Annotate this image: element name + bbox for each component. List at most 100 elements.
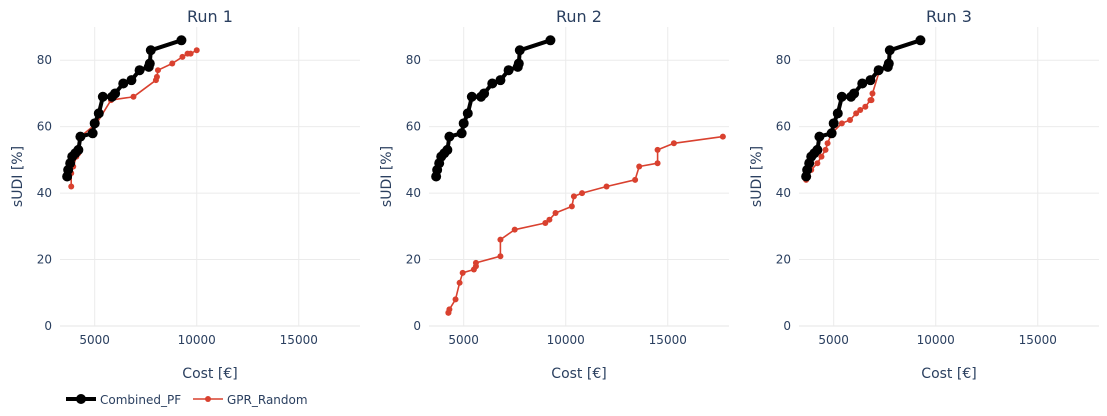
y-tick-label: 60 [37, 120, 52, 134]
x-axis-title: Cost [€] [182, 366, 237, 382]
combined-pf-point [545, 35, 556, 46]
combined-pf-point [176, 35, 187, 46]
gpr-random-point [472, 259, 479, 266]
gpr-random-point [497, 253, 504, 260]
gpr-random-point [654, 146, 661, 153]
gpr-random-point [824, 140, 831, 147]
gpr-random-point [579, 190, 586, 197]
x-tick-label: 5000 [79, 333, 110, 347]
y-axis-title: sUDI [%] [749, 146, 765, 207]
gpr-random-point [632, 176, 639, 183]
y-tick-label: 80 [37, 53, 52, 67]
combined-pf-point [883, 58, 894, 69]
combined-pf-point [110, 88, 121, 99]
combined-pf-point [442, 144, 453, 155]
y-axis-title: sUDI [%] [379, 146, 395, 207]
combined-pf-point [873, 65, 884, 76]
combined-pf-point [89, 118, 100, 129]
chart-title: Run 1 [187, 7, 233, 26]
combined-pf-point [487, 78, 498, 89]
combined-pf-point [87, 128, 98, 139]
gpr-random-point [497, 236, 504, 243]
gpr-random-point [552, 210, 559, 217]
gpr-random-line [70, 49, 198, 187]
gpr-random-point [187, 50, 194, 57]
combined-pf-point [832, 108, 843, 119]
combined-pf-point [513, 58, 524, 69]
gpr-random-point [818, 153, 825, 160]
y-tick-label: 60 [406, 120, 421, 134]
gpr-random-point [154, 67, 161, 74]
gpr-random-point [68, 183, 75, 190]
y-tick-label: 0 [413, 319, 421, 333]
x-tick-label: 10000 [178, 333, 216, 347]
combined-pf-point [126, 75, 137, 86]
y-tick-label: 40 [37, 186, 52, 200]
combined-pf-point [495, 75, 506, 86]
gpr-random-point [169, 60, 176, 67]
y-tick-label: 20 [776, 253, 791, 267]
y-tick-label: 0 [783, 319, 791, 333]
combined-pf-point [145, 45, 156, 56]
gpr-random-point [570, 193, 577, 200]
x-tick-label: 10000 [917, 333, 955, 347]
legend-marker-gpr-random [205, 396, 211, 402]
y-tick-label: 0 [44, 319, 52, 333]
combined-pf-point [503, 65, 514, 76]
gpr-random-point [511, 226, 518, 233]
combined-pf-point [814, 131, 825, 142]
combined-pf-point [75, 131, 86, 142]
combined-pf-line [65, 38, 183, 177]
gpr-random-point [857, 107, 864, 114]
combined-pf-point [134, 65, 145, 76]
y-tick-label: 20 [406, 253, 421, 267]
x-tick-label: 15000 [649, 333, 687, 347]
gpr-random-point [546, 216, 553, 223]
combined-pf-line [434, 38, 552, 177]
combined-pf-point [466, 91, 477, 102]
combined-pf-point [812, 144, 823, 155]
combined-pf-point [826, 128, 837, 139]
y-tick-label: 80 [776, 53, 791, 67]
gpr-random-point [862, 103, 869, 110]
gpr-random-point [193, 47, 200, 54]
gpr-random-point [636, 163, 643, 170]
y-tick-label: 60 [776, 120, 791, 134]
combined-pf-point [144, 58, 155, 69]
x-axis-title: Cost [€] [551, 366, 606, 382]
x-tick-label: 5000 [448, 333, 479, 347]
gpr-random-point [452, 296, 459, 303]
legend-marker-combined-pf [76, 394, 86, 404]
combined-pf-point [857, 78, 868, 89]
gpr-random-point [542, 220, 549, 227]
combined-pf-point [828, 118, 839, 129]
combined-pf-point [836, 91, 847, 102]
x-tick-label: 15000 [280, 333, 318, 347]
combined-pf-point [73, 144, 84, 155]
gpr-random-point [130, 93, 137, 100]
combined-pf-point [865, 75, 876, 86]
y-tick-label: 20 [37, 253, 52, 267]
gpr-random-point [838, 120, 845, 127]
legend-label-gpr-random: GPR_Random [227, 393, 308, 407]
combined-pf-point [93, 108, 104, 119]
combined-pf-point [444, 131, 455, 142]
gpr-random-point [153, 73, 160, 80]
gpr-random-point [603, 183, 610, 190]
gpr-random-point [179, 53, 186, 60]
chart-title: Run 3 [926, 7, 972, 26]
gpr-random-point [847, 117, 854, 124]
gpr-random-point [868, 97, 875, 104]
gpr-random-point [869, 90, 876, 97]
gpr-random-point [822, 146, 829, 153]
combined-pf-point [97, 91, 108, 102]
gpr-random-point [719, 133, 726, 140]
y-tick-label: 40 [776, 186, 791, 200]
x-tick-label: 15000 [1019, 333, 1057, 347]
y-tick-label: 40 [406, 186, 421, 200]
gpr-random-point [459, 269, 466, 276]
gpr-random-line [447, 135, 724, 313]
gpr-random-point [853, 110, 860, 117]
